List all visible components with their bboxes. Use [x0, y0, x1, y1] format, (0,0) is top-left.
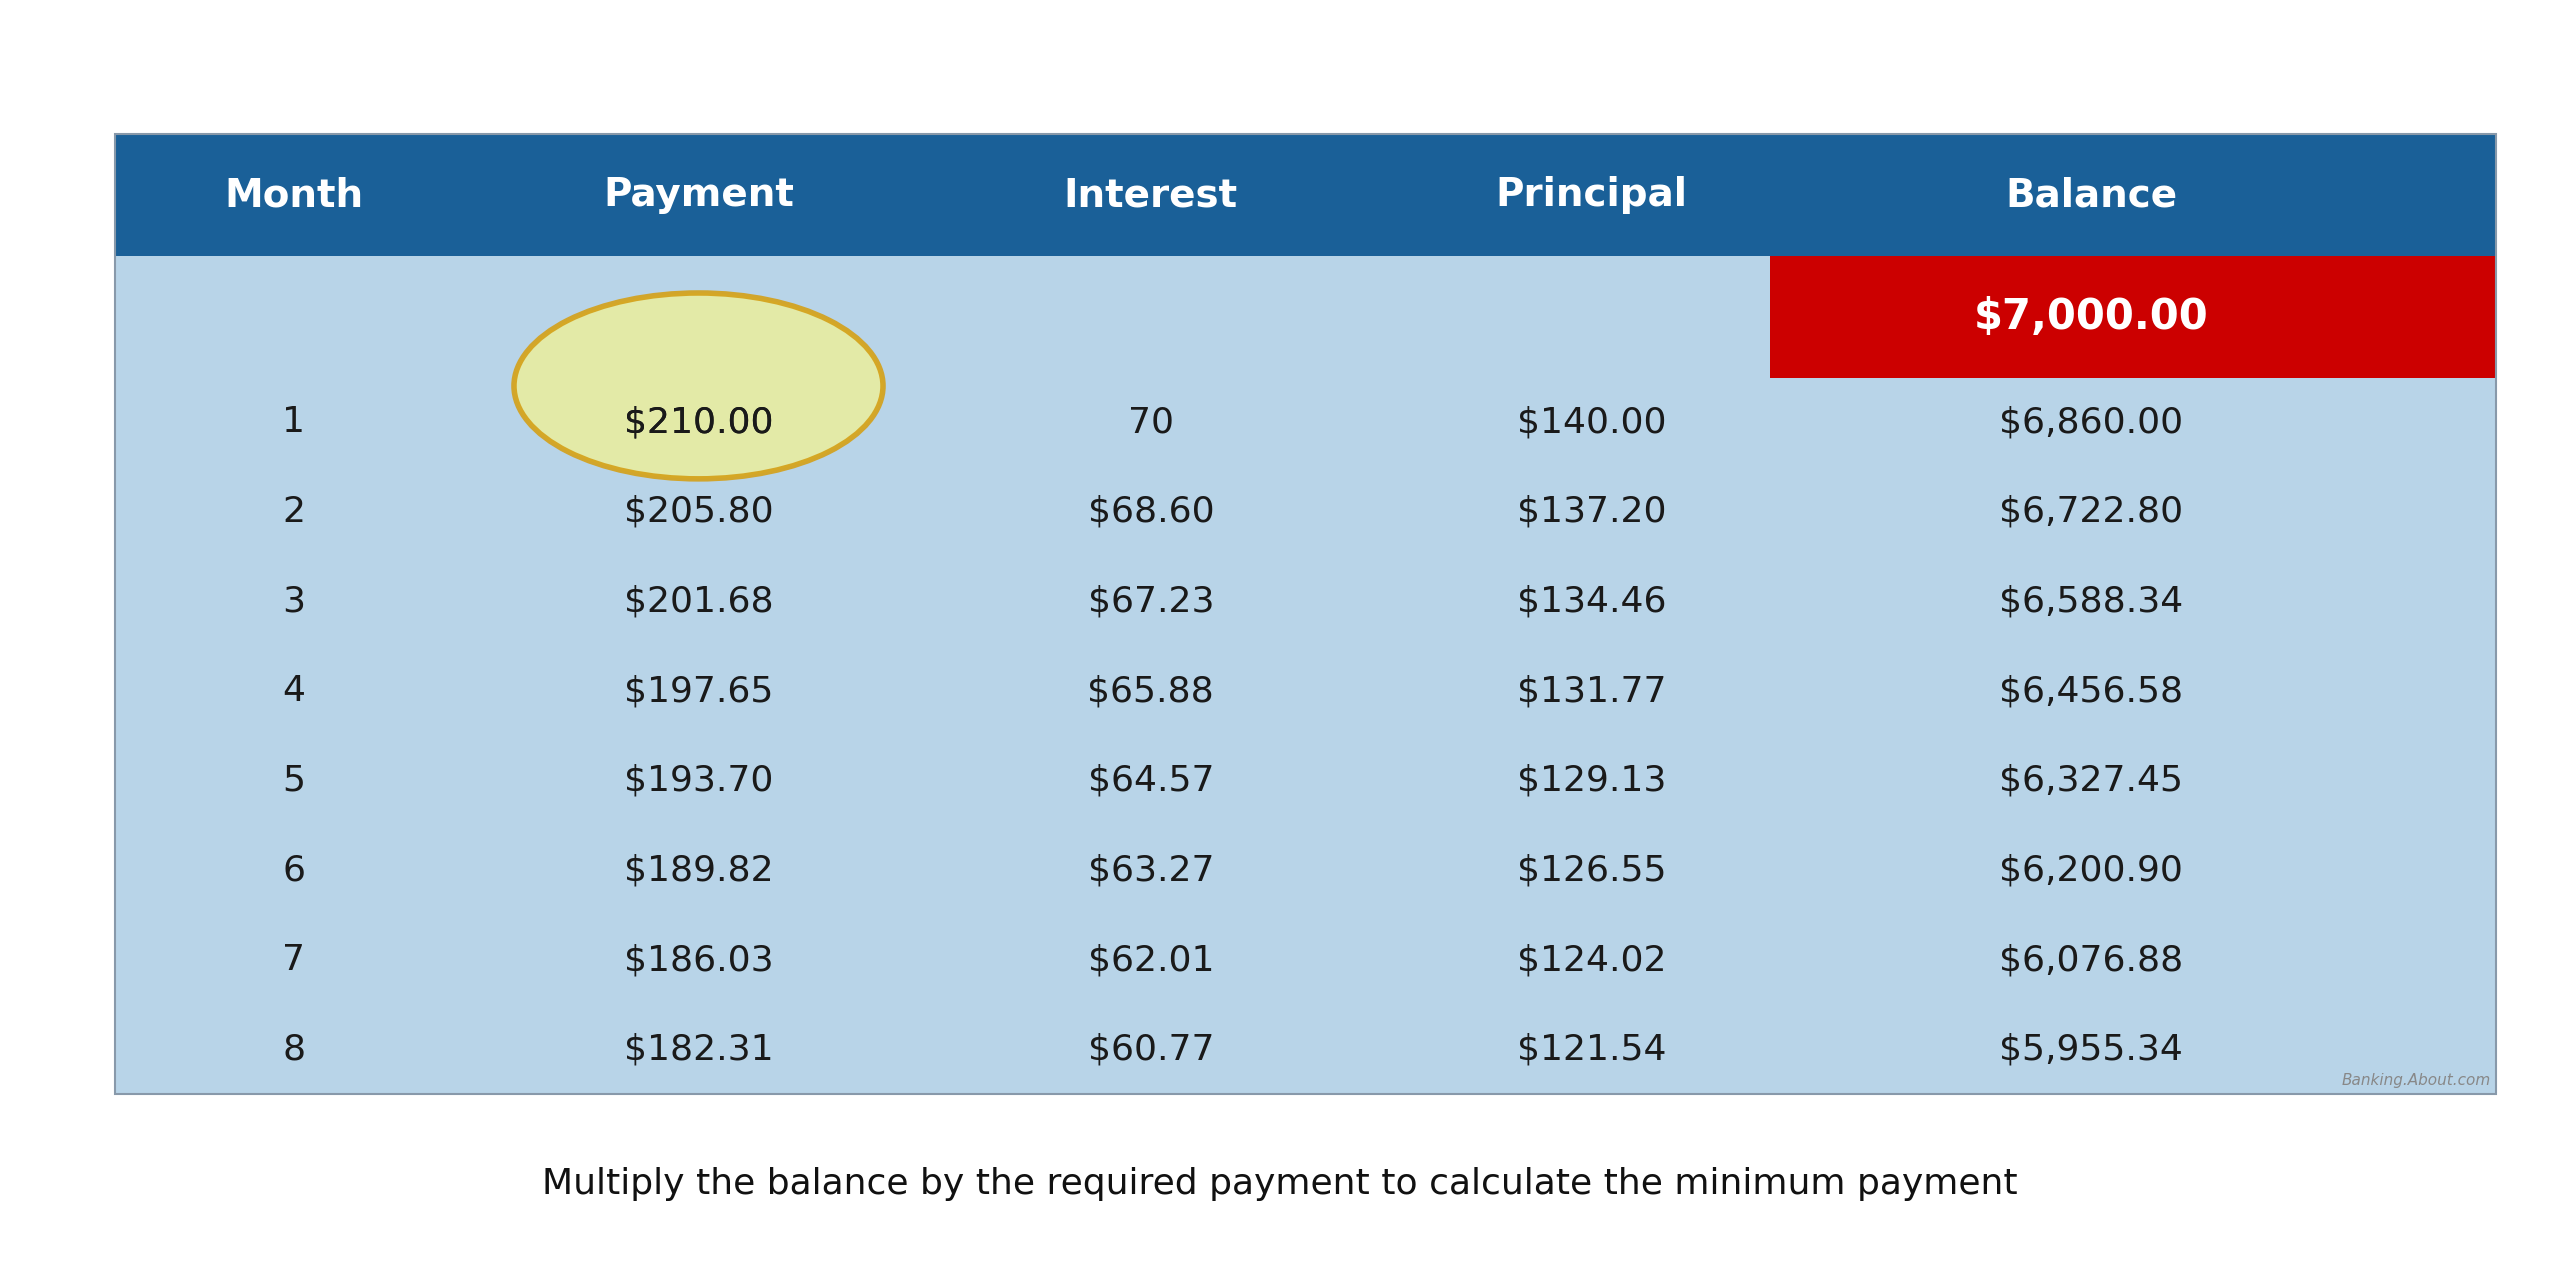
Text: 5: 5 — [282, 764, 305, 797]
Text: $189.82: $189.82 — [625, 854, 773, 887]
Text: $201.68: $201.68 — [625, 585, 773, 618]
Text: $65.88: $65.88 — [1088, 675, 1213, 708]
Text: $182.31: $182.31 — [625, 1033, 773, 1066]
Bar — [115, 134, 2496, 1094]
Text: $63.27: $63.27 — [1088, 854, 1213, 887]
Text: $129.13: $129.13 — [1516, 764, 1667, 797]
Text: $7,000.00: $7,000.00 — [1974, 296, 2209, 338]
Text: 2: 2 — [282, 495, 305, 529]
Text: $62.01: $62.01 — [1088, 943, 1213, 977]
Text: $210.00: $210.00 — [625, 406, 773, 439]
Text: $126.55: $126.55 — [1516, 854, 1667, 887]
FancyBboxPatch shape — [115, 134, 2496, 256]
Text: $186.03: $186.03 — [625, 943, 773, 977]
Text: $134.46: $134.46 — [1516, 585, 1667, 618]
Text: $6,076.88: $6,076.88 — [1999, 943, 2184, 977]
FancyBboxPatch shape — [115, 256, 2496, 1094]
Text: Principal: Principal — [1495, 177, 1687, 214]
Text: 8: 8 — [282, 1033, 305, 1066]
Text: $68.60: $68.60 — [1088, 495, 1213, 529]
Text: Interest: Interest — [1065, 177, 1239, 214]
Text: $137.20: $137.20 — [1516, 495, 1667, 529]
Text: 3: 3 — [282, 585, 305, 618]
Text: $193.70: $193.70 — [625, 764, 773, 797]
Text: $67.23: $67.23 — [1088, 585, 1213, 618]
Text: 4: 4 — [282, 675, 305, 708]
Text: Month: Month — [225, 177, 364, 214]
Text: 6: 6 — [282, 854, 305, 887]
Text: $5,955.34: $5,955.34 — [1999, 1033, 2184, 1066]
Ellipse shape — [515, 293, 883, 479]
Text: $124.02: $124.02 — [1516, 943, 1667, 977]
Text: Balance: Balance — [2004, 177, 2179, 214]
Text: $60.77: $60.77 — [1088, 1033, 1213, 1066]
Text: $121.54: $121.54 — [1516, 1033, 1667, 1066]
Text: 7: 7 — [282, 943, 305, 977]
Text: $6,722.80: $6,722.80 — [1999, 495, 2184, 529]
Text: $205.80: $205.80 — [625, 495, 773, 529]
Text: $6,200.90: $6,200.90 — [1999, 854, 2184, 887]
Text: $131.77: $131.77 — [1516, 675, 1667, 708]
Text: 70: 70 — [1129, 406, 1175, 439]
Text: $210.00: $210.00 — [625, 406, 773, 439]
Text: $140.00: $140.00 — [1516, 406, 1667, 439]
Text: Payment: Payment — [604, 177, 794, 214]
Text: Multiply the balance by the required payment to calculate the minimum payment: Multiply the balance by the required pay… — [543, 1167, 2017, 1201]
Text: $6,456.58: $6,456.58 — [1999, 675, 2184, 708]
FancyBboxPatch shape — [1769, 256, 2496, 378]
Text: $6,588.34: $6,588.34 — [1999, 585, 2184, 618]
Text: $64.57: $64.57 — [1088, 764, 1213, 797]
Text: $197.65: $197.65 — [625, 675, 773, 708]
Text: Banking.About.com: Banking.About.com — [2342, 1073, 2491, 1088]
Text: 1: 1 — [282, 406, 305, 439]
Text: $6,860.00: $6,860.00 — [1999, 406, 2184, 439]
Text: $6,327.45: $6,327.45 — [1999, 764, 2184, 797]
